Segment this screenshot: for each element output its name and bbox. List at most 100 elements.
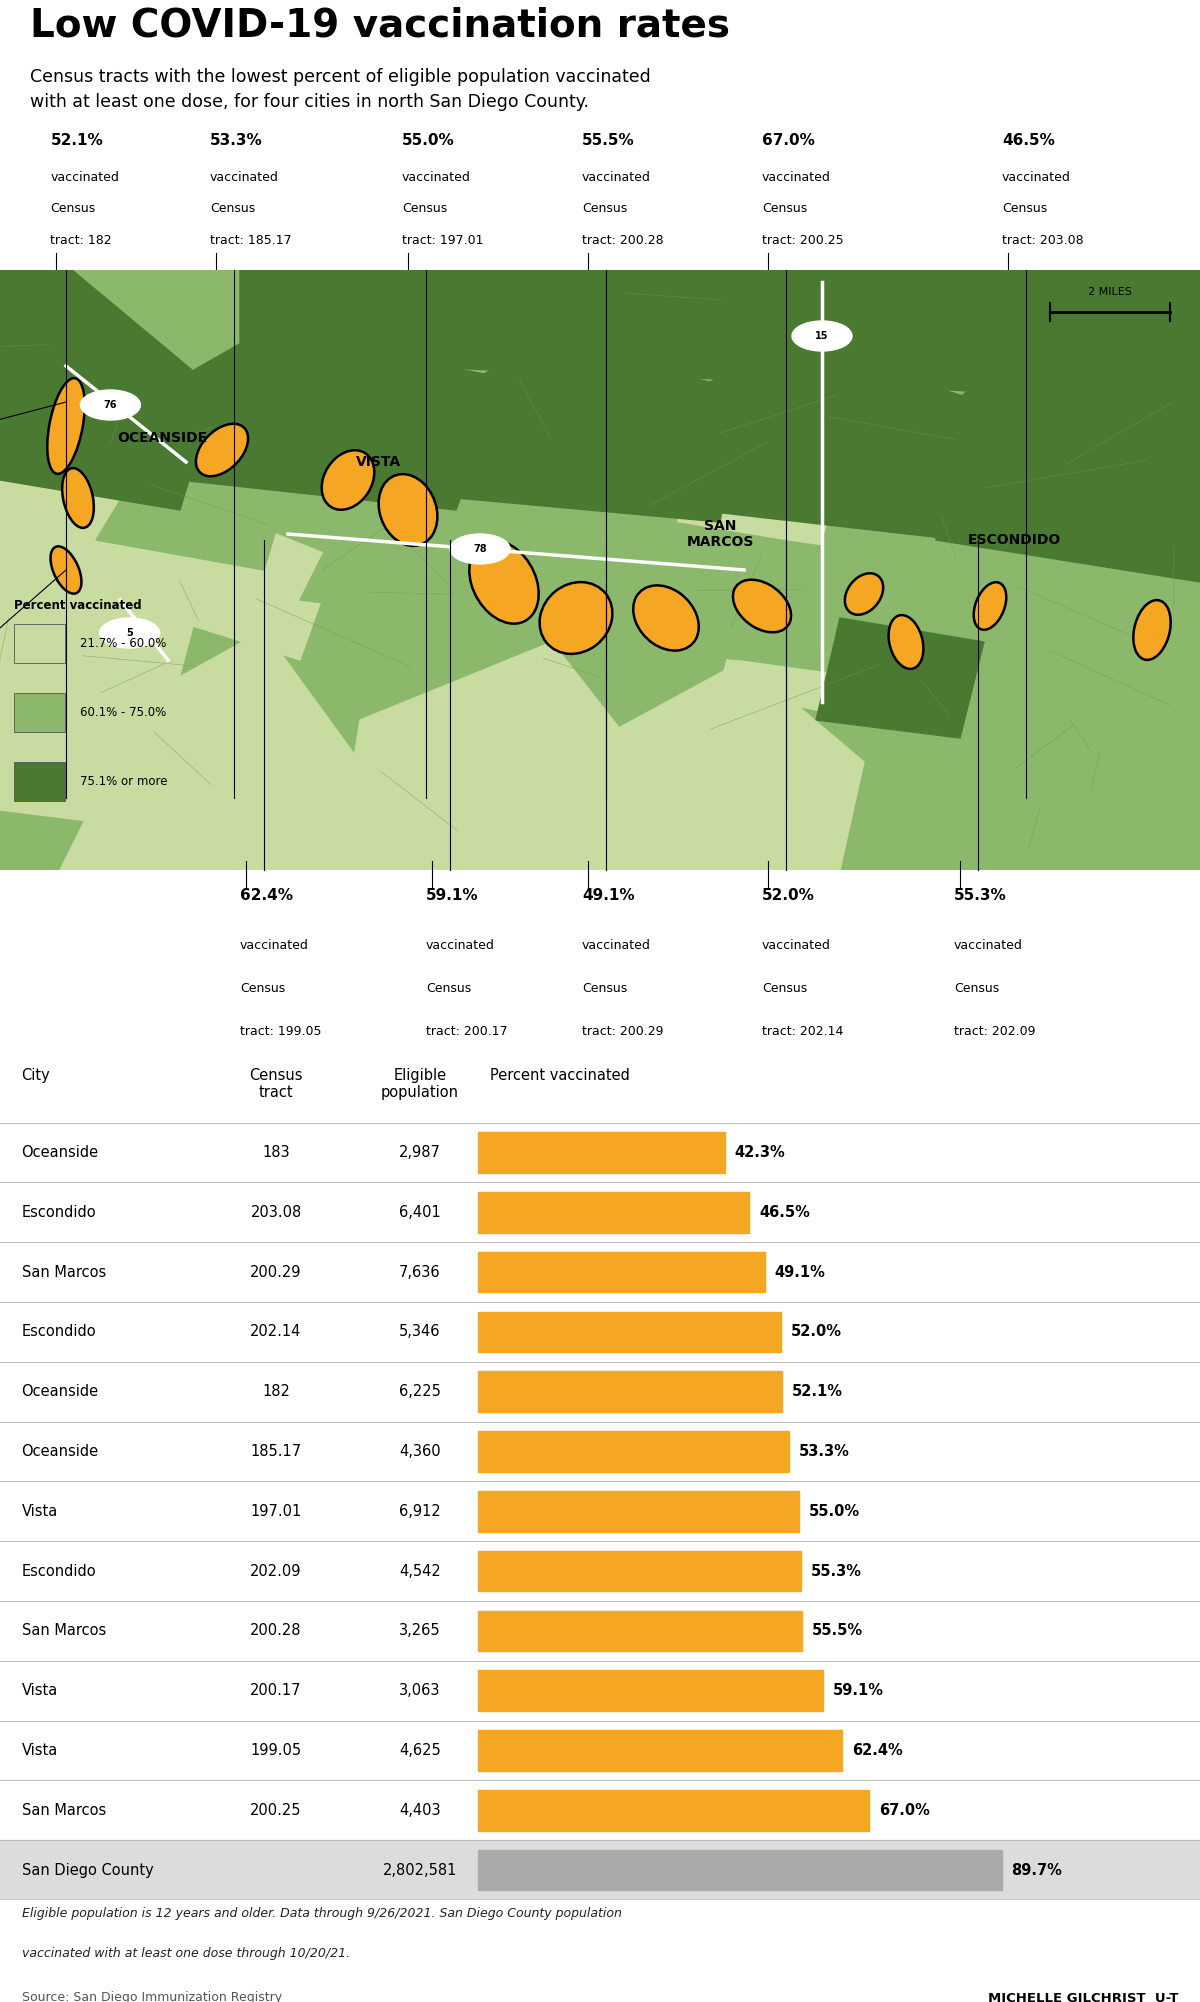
Text: 199.05: 199.05 <box>251 1744 301 1758</box>
Ellipse shape <box>540 583 612 655</box>
Text: Escondido: Escondido <box>22 1325 96 1339</box>
Text: 5: 5 <box>126 629 133 639</box>
Text: 203.08: 203.08 <box>251 1205 301 1219</box>
Polygon shape <box>0 270 216 511</box>
Ellipse shape <box>379 474 437 547</box>
Text: Census
tract: Census tract <box>250 1067 302 1099</box>
Circle shape <box>792 320 852 350</box>
Bar <box>478 1552 800 1592</box>
Ellipse shape <box>733 581 791 633</box>
Text: 55.5%: 55.5% <box>811 1624 863 1638</box>
Text: 55.0%: 55.0% <box>809 1504 859 1520</box>
Text: 3,265: 3,265 <box>400 1624 440 1638</box>
Polygon shape <box>696 270 1200 402</box>
Ellipse shape <box>1133 601 1171 661</box>
Text: 59.1%: 59.1% <box>833 1684 883 1698</box>
Text: Census: Census <box>210 202 256 216</box>
Text: 53.3%: 53.3% <box>799 1443 850 1459</box>
Text: Source: San Diego Immunization Registry: Source: San Diego Immunization Registry <box>22 1992 282 2002</box>
Bar <box>478 1790 869 1830</box>
Text: 62.4%: 62.4% <box>240 889 293 903</box>
Ellipse shape <box>845 573 883 615</box>
Text: vaccinated: vaccinated <box>50 170 119 184</box>
Text: 55.0%: 55.0% <box>402 132 455 148</box>
Bar <box>478 1311 781 1351</box>
Polygon shape <box>180 330 504 511</box>
Text: 55.3%: 55.3% <box>954 889 1007 903</box>
Text: Vista: Vista <box>22 1744 58 1758</box>
Text: 185.17: 185.17 <box>251 1443 301 1459</box>
Ellipse shape <box>973 583 1007 631</box>
Text: Census: Census <box>762 202 808 216</box>
Text: 89.7%: 89.7% <box>1012 1862 1062 1878</box>
Text: 67.0%: 67.0% <box>878 1802 930 1818</box>
Text: 3,063: 3,063 <box>400 1684 440 1698</box>
Bar <box>478 1850 1002 1890</box>
Text: 76: 76 <box>103 400 118 410</box>
Text: 59.1%: 59.1% <box>426 889 479 903</box>
Text: 52.1%: 52.1% <box>792 1383 842 1399</box>
Text: 5,346: 5,346 <box>400 1325 440 1339</box>
Bar <box>478 1191 749 1233</box>
Text: Census: Census <box>1002 202 1048 216</box>
Text: 197.01: 197.01 <box>251 1504 301 1520</box>
Bar <box>14 693 65 733</box>
Text: City: City <box>22 1067 50 1083</box>
Text: Eligible
population: Eligible population <box>382 1067 458 1099</box>
Text: 49.1%: 49.1% <box>582 889 635 903</box>
Ellipse shape <box>196 424 248 476</box>
Text: vaccinated: vaccinated <box>1002 170 1070 184</box>
Ellipse shape <box>62 468 94 529</box>
Text: 2 MILES: 2 MILES <box>1088 286 1132 296</box>
Ellipse shape <box>634 585 698 651</box>
Text: 52.0%: 52.0% <box>791 1325 842 1339</box>
Text: 7,636: 7,636 <box>400 1265 440 1279</box>
Text: Census: Census <box>402 202 448 216</box>
Text: MICHELLE GILCHRIST  U-T: MICHELLE GILCHRIST U-T <box>988 1992 1178 2002</box>
Text: vaccinated: vaccinated <box>426 939 494 953</box>
Text: 60.1% - 75.0%: 60.1% - 75.0% <box>80 705 167 719</box>
Text: 202.09: 202.09 <box>251 1564 301 1580</box>
Circle shape <box>100 619 160 649</box>
Text: Escondido: Escondido <box>22 1205 96 1219</box>
Text: 46.5%: 46.5% <box>758 1205 810 1219</box>
Text: tract: 200.29: tract: 200.29 <box>582 1025 664 1037</box>
Polygon shape <box>864 703 1200 871</box>
Polygon shape <box>672 462 840 559</box>
Text: 200.25: 200.25 <box>251 1802 301 1818</box>
Polygon shape <box>168 511 336 661</box>
Text: 55.5%: 55.5% <box>582 132 635 148</box>
Text: 2,987: 2,987 <box>400 1145 440 1159</box>
Ellipse shape <box>889 615 923 669</box>
Text: tract: 197.01: tract: 197.01 <box>402 234 484 248</box>
Polygon shape <box>600 661 864 871</box>
Text: 52.0%: 52.0% <box>762 889 815 903</box>
Text: Percent vaccinated: Percent vaccinated <box>14 599 142 613</box>
Text: vaccinated: vaccinated <box>582 170 650 184</box>
Bar <box>478 1730 842 1772</box>
Polygon shape <box>456 342 744 523</box>
Bar <box>478 1431 790 1471</box>
Text: 4,360: 4,360 <box>400 1443 440 1459</box>
Bar <box>478 1670 823 1712</box>
Text: 6,225: 6,225 <box>400 1383 440 1399</box>
Polygon shape <box>0 270 216 823</box>
Text: San Marcos: San Marcos <box>22 1265 106 1279</box>
Polygon shape <box>300 480 576 631</box>
Text: Oceanside: Oceanside <box>22 1383 98 1399</box>
Text: Census tracts with the lowest percent of eligible population vaccinated
with at : Census tracts with the lowest percent of… <box>30 68 650 110</box>
Text: 200.29: 200.29 <box>251 1265 301 1279</box>
Ellipse shape <box>47 378 85 474</box>
Text: 62.4%: 62.4% <box>852 1744 902 1758</box>
Text: Vista: Vista <box>22 1504 58 1520</box>
Text: OCEANSIDE: OCEANSIDE <box>116 430 208 444</box>
Text: 21.7% - 60.0%: 21.7% - 60.0% <box>80 637 167 651</box>
Circle shape <box>450 535 510 565</box>
Text: tract: 185.17: tract: 185.17 <box>210 234 292 248</box>
Text: 4,625: 4,625 <box>400 1744 440 1758</box>
Text: vaccinated: vaccinated <box>954 939 1022 953</box>
Circle shape <box>80 390 140 420</box>
Text: 67.0%: 67.0% <box>762 132 815 148</box>
Polygon shape <box>540 511 780 661</box>
Text: SAN
MARCOS: SAN MARCOS <box>686 519 754 549</box>
